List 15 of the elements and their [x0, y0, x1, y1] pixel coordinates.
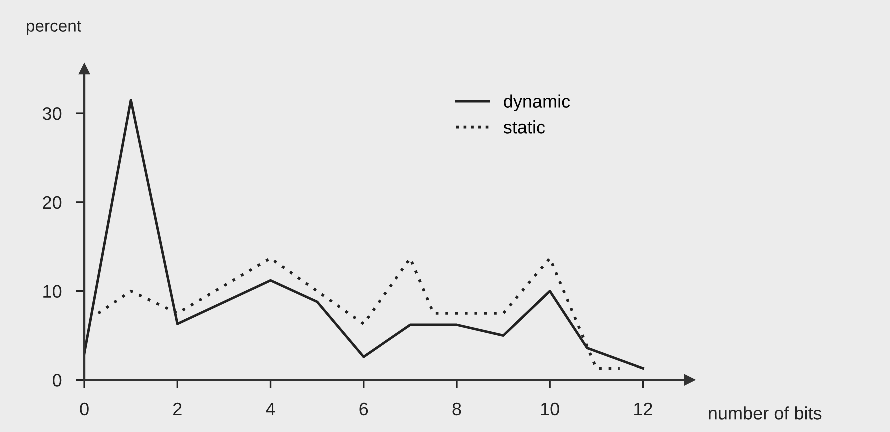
x-axis-title: number of bits	[709, 406, 822, 420]
x-tick-label: 0	[80, 402, 89, 416]
x-tick-label: 10	[541, 402, 560, 416]
y-tick-label: 20	[43, 196, 62, 210]
legend-label: static	[504, 120, 546, 134]
y-tick-label: 10	[44, 285, 62, 298]
y-tick-label: 0	[52, 374, 62, 387]
x-tick-label: 12	[634, 402, 652, 416]
x-tick-label: 6	[360, 402, 368, 416]
legend-label: dynamic	[504, 94, 570, 112]
x-tick-label: 8	[452, 402, 462, 416]
y-tick-label: 30	[42, 107, 62, 120]
x-tick-label: 2	[174, 402, 182, 416]
x-tick-label: 4	[266, 403, 276, 416]
y-axis-title: percent	[27, 21, 82, 36]
